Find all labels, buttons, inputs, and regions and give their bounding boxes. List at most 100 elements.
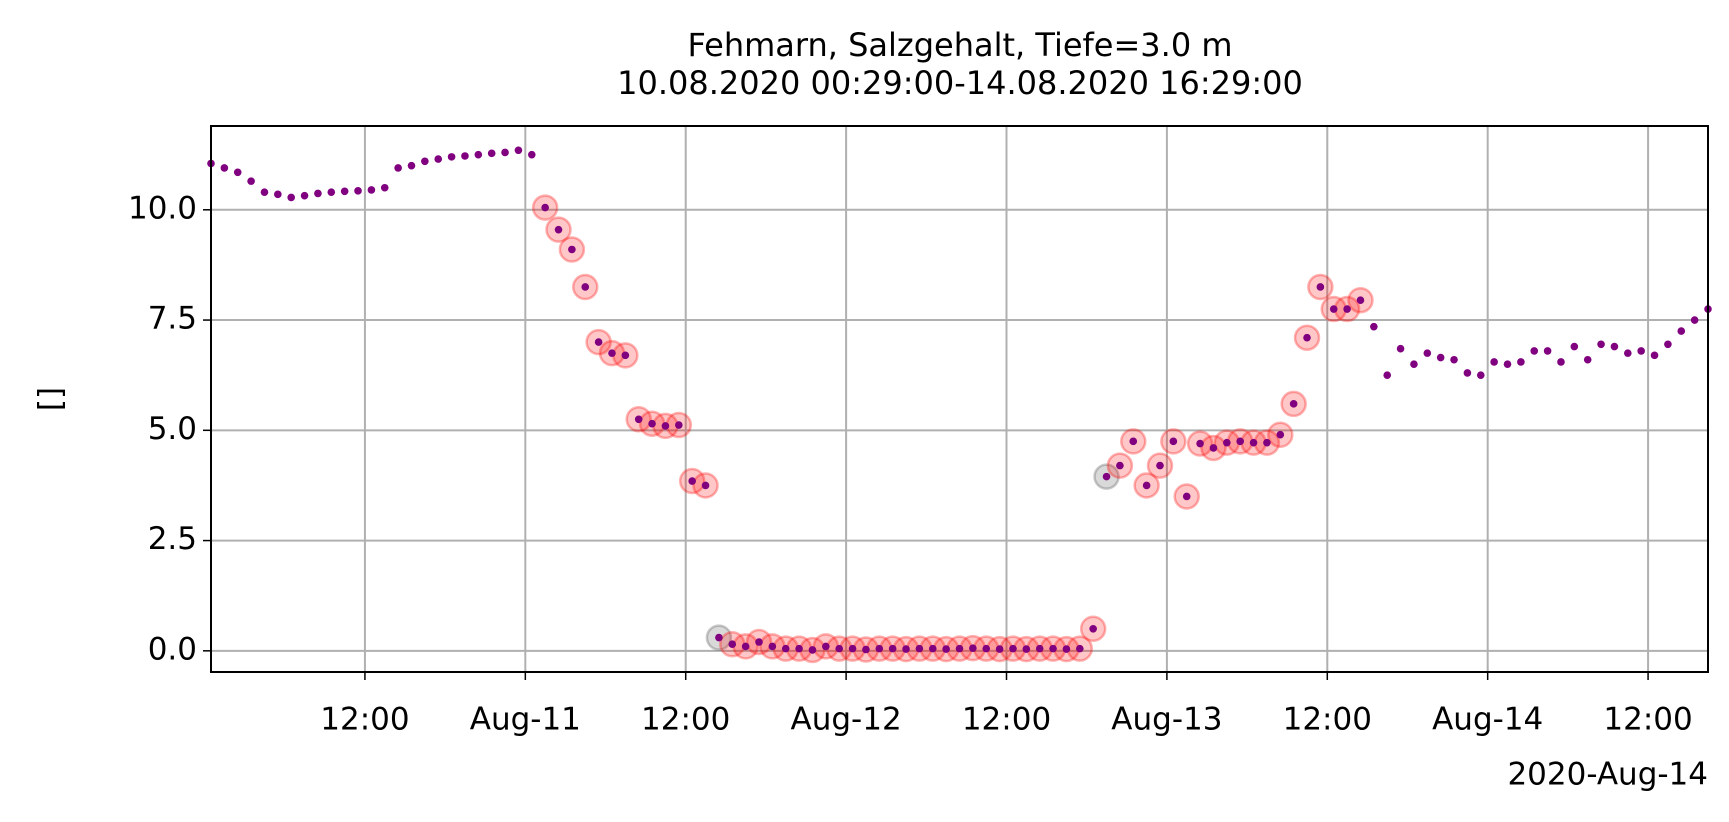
data-point xyxy=(1075,644,1084,653)
data-point xyxy=(1450,355,1458,364)
data-point xyxy=(1049,644,1057,653)
data-point xyxy=(1664,340,1672,349)
data-point xyxy=(1370,322,1378,331)
data-point xyxy=(1677,327,1686,335)
data-point xyxy=(955,644,964,653)
data-point xyxy=(1597,340,1605,349)
data-point xyxy=(1610,342,1619,351)
data-point xyxy=(501,148,509,157)
data-point xyxy=(768,642,777,651)
data-point xyxy=(514,146,523,155)
data-point xyxy=(1410,360,1418,368)
data-point xyxy=(447,153,456,161)
data-point xyxy=(1129,437,1138,446)
data-point xyxy=(1570,342,1579,351)
data-point xyxy=(822,642,830,651)
data-point xyxy=(474,150,483,159)
data-point xyxy=(380,183,389,192)
data-point xyxy=(1343,305,1351,313)
data-point xyxy=(928,644,937,653)
data-point xyxy=(1249,438,1258,447)
data-point xyxy=(1303,333,1311,342)
data-point xyxy=(902,645,910,653)
data-point xyxy=(1650,351,1659,360)
data-point xyxy=(1396,344,1405,353)
data-point xyxy=(461,152,469,160)
data-point xyxy=(741,642,750,651)
chart-subtitle: 10.08.2020 00:29:00-14.08.2020 16:29:00 xyxy=(617,64,1303,102)
data-point xyxy=(340,187,349,196)
data-point xyxy=(915,644,924,653)
data-point xyxy=(1089,624,1097,633)
data-point xyxy=(728,640,737,649)
x-tick-label: 12:00 xyxy=(641,702,730,738)
data-point xyxy=(1557,358,1565,366)
data-point xyxy=(581,283,590,291)
data-point xyxy=(527,150,536,159)
data-point xyxy=(274,190,282,199)
data-point xyxy=(487,149,496,158)
data-point xyxy=(675,421,683,429)
data-point xyxy=(835,644,844,653)
x-offset-label: 2020-Aug-14 xyxy=(1507,757,1708,793)
data-point xyxy=(982,644,991,653)
data-point xyxy=(1490,358,1498,366)
x-tick-label: 12:00 xyxy=(962,702,1051,738)
data-point xyxy=(394,164,402,172)
data-point xyxy=(1383,371,1392,379)
y-tick-label: 5.0 xyxy=(148,411,197,447)
data-point xyxy=(1209,444,1218,452)
x-tick-label: Aug-12 xyxy=(791,702,902,738)
data-point xyxy=(608,349,616,357)
data-point xyxy=(421,157,429,166)
data-point xyxy=(407,161,416,170)
data-point xyxy=(354,187,362,195)
data-point xyxy=(260,188,269,196)
data-point xyxy=(1169,437,1178,446)
x-tick-label: Aug-14 xyxy=(1432,702,1543,738)
data-point xyxy=(220,164,229,172)
y-axis-label: [] xyxy=(33,387,69,411)
data-point xyxy=(969,644,977,652)
data-point xyxy=(1062,645,1071,653)
data-point xyxy=(541,203,549,212)
data-point xyxy=(1356,296,1365,305)
data-point xyxy=(554,225,563,234)
data-point xyxy=(715,633,723,642)
data-point xyxy=(314,189,322,198)
data-point xyxy=(1289,400,1298,408)
data-point xyxy=(1142,481,1151,490)
data-point xyxy=(701,481,710,490)
data-point xyxy=(300,191,309,200)
data-point xyxy=(1463,369,1472,377)
data-point xyxy=(327,188,336,196)
data-point xyxy=(1236,437,1244,446)
data-point xyxy=(848,644,857,653)
data-point xyxy=(287,193,295,202)
data-point xyxy=(594,338,603,346)
data-point xyxy=(808,646,817,654)
data-point xyxy=(367,186,376,194)
data-point xyxy=(233,168,242,177)
y-tick-label: 0.0 xyxy=(148,631,197,667)
data-point xyxy=(1436,353,1445,362)
data-point xyxy=(1476,371,1485,379)
data-point xyxy=(942,645,950,653)
chart-title: Fehmarn, Salzgehalt, Tiefe=3.0 m xyxy=(687,26,1232,64)
data-point xyxy=(434,155,443,163)
data-point xyxy=(1583,355,1592,364)
data-point xyxy=(1316,283,1325,291)
x-tick-label: 12:00 xyxy=(1603,702,1692,738)
data-point xyxy=(1530,347,1539,355)
data-point xyxy=(888,644,897,653)
data-point xyxy=(1182,492,1191,501)
data-point xyxy=(247,177,255,185)
data-point xyxy=(1022,645,1031,653)
data-point xyxy=(1102,472,1111,481)
data-point xyxy=(1690,316,1699,324)
data-point xyxy=(781,644,790,653)
data-point xyxy=(995,645,1004,653)
data-point xyxy=(1637,347,1645,355)
data-point xyxy=(862,645,870,654)
